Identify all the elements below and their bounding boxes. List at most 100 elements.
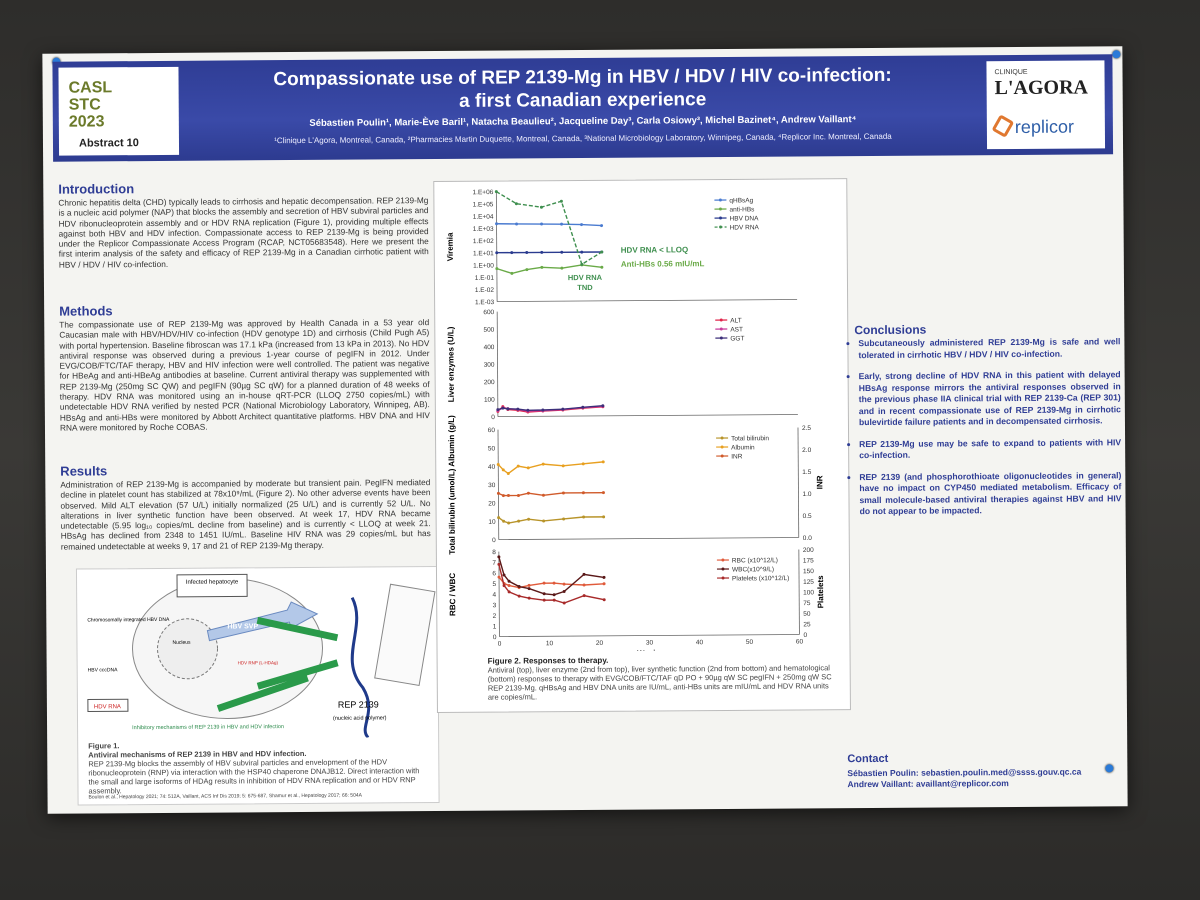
data-point — [526, 408, 530, 412]
y-tick-label: 1.E-03 — [475, 299, 495, 306]
y-tick-label: 400 — [484, 344, 495, 351]
y-tick-label: 30 — [488, 482, 496, 489]
data-point — [542, 598, 546, 602]
data-point — [494, 190, 498, 194]
y2-axis-label: INR — [815, 475, 824, 489]
y2-tick-label: 100 — [803, 589, 814, 596]
hdv-rna-box — [87, 698, 129, 712]
data-point — [562, 517, 566, 521]
data-point — [540, 250, 544, 254]
series-line — [498, 564, 605, 604]
data-point — [501, 406, 505, 410]
data-point — [561, 464, 565, 468]
data-point — [562, 601, 566, 605]
conclusion-item: REP 2139-Mg use may be safe to expand to… — [859, 437, 1121, 462]
data-point — [552, 598, 556, 602]
data-point — [602, 582, 606, 586]
y2-axis — [797, 427, 800, 538]
affiliations: ¹Clinique L'Agora, Montreal, Canada, ²Ph… — [274, 131, 892, 146]
authors: Sébastien Poulin¹, Marie-Ève Baril¹, Nat… — [309, 114, 857, 129]
y-tick-label: 0 — [492, 537, 496, 544]
y-tick-label: 1.E+01 — [473, 250, 494, 257]
annotation-tnd: TND — [577, 283, 593, 292]
contact-line: Andrew Vaillant: availlant@replicor.com — [847, 778, 1009, 790]
x-axis — [497, 299, 798, 303]
data-point — [581, 405, 585, 409]
y-tick-label: 1.E+05 — [473, 201, 494, 208]
hepatocyte-label: Infected hepatocyte — [186, 579, 239, 585]
y-tick-label: 1.E-01 — [475, 275, 495, 282]
data-point — [582, 572, 586, 576]
data-point — [540, 265, 544, 269]
y-axis-label: Total bilirubin (umol/L) Albumin (g/L) — [447, 415, 457, 555]
series-line — [498, 556, 605, 596]
series-line — [495, 191, 603, 266]
x-axis-label: Weeks — [637, 648, 663, 652]
data-point — [560, 250, 564, 254]
legend-marker — [721, 558, 725, 562]
y-tick-label: 1.E+02 — [473, 238, 494, 245]
data-point — [506, 407, 510, 411]
data-point — [502, 573, 506, 577]
x-tick-label: 0 — [498, 641, 502, 648]
replicor-logo: replicor — [1014, 116, 1074, 137]
rep2139-label: REP 2139 — [338, 699, 379, 709]
data-point — [601, 460, 605, 464]
data-point — [552, 581, 556, 585]
data-point — [527, 517, 531, 521]
intro-heading: Introduction — [58, 181, 135, 197]
conclusions-list: Subcutaneously administered REP 2139-Mg … — [844, 336, 1121, 527]
y2-tick-label: 2.0 — [802, 447, 811, 454]
results-text: Administration of REP 2139-Mg is accompa… — [60, 477, 431, 552]
results-heading: Results — [60, 463, 108, 479]
nucleus-shape — [157, 618, 219, 680]
y-axis — [497, 429, 500, 540]
data-point — [495, 222, 499, 226]
legend-marker — [720, 454, 724, 458]
data-point — [506, 472, 510, 476]
abstract-number: Abstract 10 — [78, 137, 139, 150]
methods-text: The compassionate use of REP 2139-Mg was… — [59, 317, 430, 433]
y2-tick-label: 125 — [803, 579, 814, 586]
y-tick-label: 3 — [493, 602, 497, 609]
clinic-logo: L'AGORA — [994, 76, 1089, 100]
data-point — [601, 491, 605, 495]
y-tick-label: 40 — [488, 464, 496, 471]
y-tick-label: 0 — [493, 634, 497, 641]
legend-marker — [718, 198, 722, 202]
data-point — [542, 581, 546, 585]
figure-2-text: Antiviral (top), liver enzyme (2nd from … — [487, 663, 832, 702]
figure-1-title: Figure 1. — [88, 741, 120, 751]
data-point — [600, 265, 604, 269]
y-tick-label: 5 — [492, 581, 496, 588]
x-tick-label: 40 — [696, 639, 704, 646]
legend-marker — [719, 336, 723, 340]
y-axis — [495, 191, 498, 302]
data-point — [562, 582, 566, 586]
y2-tick-label: 200 — [803, 547, 814, 554]
legend-marker — [719, 225, 723, 229]
data-point — [497, 575, 501, 579]
cccdna-label: HBV cccDNA — [88, 667, 118, 673]
y-tick-label: 0 — [491, 414, 495, 421]
data-point — [542, 592, 546, 596]
data-point — [525, 251, 529, 255]
nucleus-label: Nucleus — [172, 640, 191, 646]
data-point — [502, 584, 506, 588]
data-point — [582, 515, 586, 519]
y-tick-label: 200 — [484, 379, 495, 386]
intro-text: Chronic hepatitis delta (CHD) typically … — [58, 195, 429, 270]
hdag-label: HDV RNP (L-HDAg) — [238, 660, 279, 665]
legend-label: GGT — [730, 335, 744, 342]
conference-name: CASL STC 2023 — [68, 79, 112, 131]
y2-axis — [798, 549, 800, 635]
x-tick-label: 30 — [646, 640, 654, 647]
data-point — [507, 521, 511, 525]
y2-tick-label: 25 — [803, 621, 811, 628]
integrated-dna-label: Chromosomally integrated HBV DNA — [87, 617, 170, 624]
nap-strand — [350, 596, 371, 739]
x-tick-label: 50 — [746, 639, 754, 646]
data-point — [539, 205, 543, 209]
data-point — [541, 493, 545, 497]
y-tick-label: 1.E-02 — [475, 287, 495, 294]
